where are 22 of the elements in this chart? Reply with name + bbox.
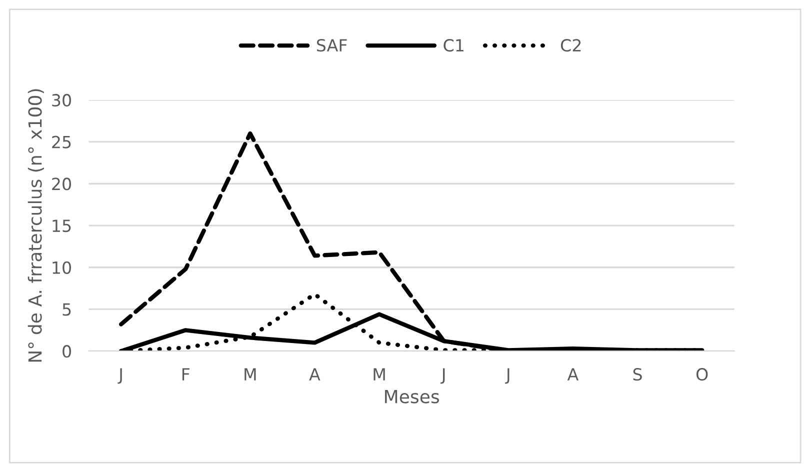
y-tick-label: 5 — [62, 303, 71, 316]
x-tick-label: J — [118, 368, 122, 384]
y-tick-label: 0 — [62, 345, 71, 358]
legend-label: C2 — [560, 39, 581, 52]
y-tick-label: 10 — [52, 261, 71, 274]
y-tick-label: 30 — [52, 94, 71, 107]
x-tick-label: A — [309, 368, 320, 380]
y-tick-label: 15 — [52, 220, 71, 232]
x-tick-label: F — [182, 368, 190, 380]
x-axis-title: Meses — [385, 390, 439, 404]
x-tick-label: O — [696, 368, 708, 381]
x-tick-label: S — [633, 368, 642, 381]
x-tick-label: J — [505, 368, 510, 384]
y-tick-label: 25 — [52, 136, 71, 148]
x-tick-label: J — [440, 368, 445, 384]
x-tick-label: M — [244, 368, 256, 380]
legend-label: SAF — [316, 39, 347, 52]
y-tick-label: 20 — [52, 178, 71, 190]
y-axis-title: N° de A. frraterculus (n° x100) — [28, 89, 44, 362]
x-tick-label: A — [567, 368, 579, 380]
x-tick-label: M — [374, 368, 385, 380]
legend-label: C1 — [444, 39, 464, 52]
